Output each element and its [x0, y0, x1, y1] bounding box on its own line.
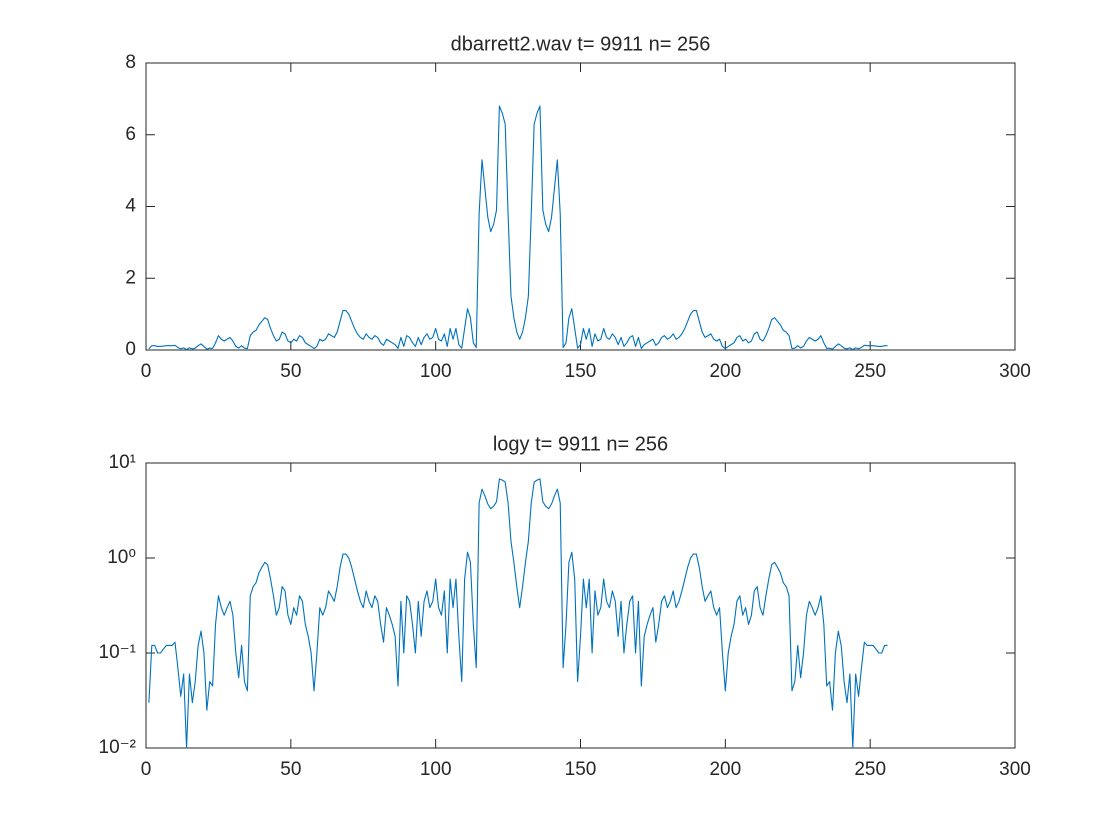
x-tick-label: 100: [420, 361, 452, 382]
y-tick-label: 2: [125, 267, 136, 288]
x-tick-label: 150: [565, 361, 597, 382]
x-tick-label: 200: [709, 759, 741, 780]
y-tick-label: 10⁻²: [99, 737, 137, 758]
x-tick-label: 50: [280, 361, 301, 382]
chart-title: dbarrett2.wav t= 9911 n= 256: [451, 33, 711, 55]
x-tick-label: 150: [565, 759, 597, 780]
x-tick-label: 300: [999, 759, 1031, 780]
x-tick-label: 50: [280, 759, 301, 780]
x-tick-label: 200: [709, 361, 741, 382]
y-tick-label: 0: [125, 339, 136, 360]
x-tick-label: 300: [999, 361, 1031, 382]
data-line: [148, 478, 888, 749]
y-tick-label: 10¹: [109, 452, 136, 473]
chart-title: logy t= 9911 n= 256: [493, 433, 668, 455]
x-tick-label: 250: [854, 759, 886, 780]
y-tick-label: 4: [125, 196, 136, 217]
x-tick-label: 100: [420, 759, 452, 780]
x-tick-label: 0: [141, 361, 152, 382]
y-tick-label: 8: [125, 52, 136, 73]
x-tick-label: 0: [141, 759, 152, 780]
data-line: [148, 105, 888, 351]
y-tick-label: 10⁻¹: [99, 642, 137, 663]
y-tick-label: 10⁰: [107, 547, 136, 568]
y-tick-label: 6: [125, 124, 136, 145]
x-tick-label: 250: [854, 361, 886, 382]
